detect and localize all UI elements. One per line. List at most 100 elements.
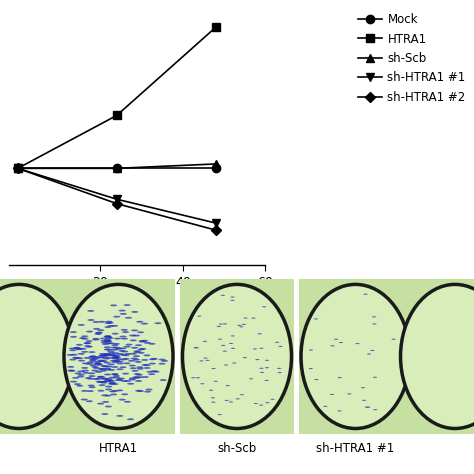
Ellipse shape xyxy=(278,372,282,373)
Ellipse shape xyxy=(78,324,85,326)
Ellipse shape xyxy=(82,338,89,340)
Ellipse shape xyxy=(95,332,102,334)
Ellipse shape xyxy=(69,359,76,361)
Ellipse shape xyxy=(104,339,111,341)
Ellipse shape xyxy=(221,295,225,296)
Ellipse shape xyxy=(309,349,313,351)
Ellipse shape xyxy=(114,337,121,339)
Ellipse shape xyxy=(130,367,137,369)
Ellipse shape xyxy=(232,363,237,364)
Ellipse shape xyxy=(81,390,88,392)
Ellipse shape xyxy=(88,384,95,386)
Ellipse shape xyxy=(94,356,101,358)
Ellipse shape xyxy=(88,356,95,358)
Ellipse shape xyxy=(99,355,106,356)
Ellipse shape xyxy=(95,333,102,335)
Ellipse shape xyxy=(118,378,125,380)
Ellipse shape xyxy=(137,390,144,392)
Ellipse shape xyxy=(103,336,110,337)
Ellipse shape xyxy=(80,348,87,350)
Ellipse shape xyxy=(113,375,120,377)
Ellipse shape xyxy=(99,353,106,355)
Ellipse shape xyxy=(100,340,107,342)
Ellipse shape xyxy=(182,284,292,428)
Ellipse shape xyxy=(69,370,76,372)
Ellipse shape xyxy=(401,284,474,428)
Ellipse shape xyxy=(362,400,366,401)
Ellipse shape xyxy=(337,410,342,411)
Ellipse shape xyxy=(95,362,102,364)
Ellipse shape xyxy=(81,336,88,337)
Ellipse shape xyxy=(103,358,110,360)
Ellipse shape xyxy=(214,381,218,382)
Ellipse shape xyxy=(100,337,107,339)
Ellipse shape xyxy=(105,336,112,337)
Ellipse shape xyxy=(100,370,107,372)
Ellipse shape xyxy=(196,377,200,378)
Ellipse shape xyxy=(264,380,269,381)
Ellipse shape xyxy=(123,358,130,360)
Ellipse shape xyxy=(129,377,136,379)
Ellipse shape xyxy=(104,336,111,337)
Ellipse shape xyxy=(90,365,97,366)
Ellipse shape xyxy=(141,340,148,342)
Ellipse shape xyxy=(70,381,77,383)
Ellipse shape xyxy=(88,373,95,374)
Ellipse shape xyxy=(124,401,131,403)
Ellipse shape xyxy=(146,389,153,391)
Ellipse shape xyxy=(116,348,123,350)
X-axis label: time [h]: time [h] xyxy=(112,292,163,305)
Ellipse shape xyxy=(260,372,264,373)
Ellipse shape xyxy=(373,409,377,410)
Ellipse shape xyxy=(101,413,109,415)
Ellipse shape xyxy=(239,326,244,328)
Ellipse shape xyxy=(226,385,230,386)
Ellipse shape xyxy=(105,340,112,342)
Ellipse shape xyxy=(98,376,105,378)
Ellipse shape xyxy=(112,356,119,358)
Ellipse shape xyxy=(253,348,257,349)
Ellipse shape xyxy=(200,360,204,362)
Ellipse shape xyxy=(81,367,88,369)
Ellipse shape xyxy=(129,365,136,366)
Ellipse shape xyxy=(111,366,118,368)
Ellipse shape xyxy=(275,342,279,343)
Ellipse shape xyxy=(108,383,115,385)
Ellipse shape xyxy=(110,360,117,362)
Ellipse shape xyxy=(84,357,91,359)
Ellipse shape xyxy=(259,348,264,349)
Ellipse shape xyxy=(254,403,258,404)
Ellipse shape xyxy=(76,385,83,387)
Ellipse shape xyxy=(323,406,328,407)
Ellipse shape xyxy=(314,379,319,380)
Ellipse shape xyxy=(97,376,104,378)
Ellipse shape xyxy=(134,373,141,375)
Ellipse shape xyxy=(135,344,142,346)
Ellipse shape xyxy=(119,336,127,337)
Ellipse shape xyxy=(112,352,119,354)
Ellipse shape xyxy=(97,329,104,331)
Ellipse shape xyxy=(105,321,112,323)
Ellipse shape xyxy=(107,337,114,339)
Ellipse shape xyxy=(94,363,101,365)
Ellipse shape xyxy=(135,361,142,363)
Ellipse shape xyxy=(72,377,79,379)
Ellipse shape xyxy=(96,381,103,383)
Ellipse shape xyxy=(87,319,94,321)
Ellipse shape xyxy=(108,380,115,382)
Ellipse shape xyxy=(151,370,158,372)
Ellipse shape xyxy=(142,376,149,378)
Ellipse shape xyxy=(92,378,100,380)
Ellipse shape xyxy=(356,343,360,344)
Ellipse shape xyxy=(240,394,244,395)
Ellipse shape xyxy=(146,371,154,373)
Ellipse shape xyxy=(112,373,119,375)
Ellipse shape xyxy=(139,348,146,350)
Ellipse shape xyxy=(79,337,86,339)
Ellipse shape xyxy=(209,390,213,391)
Ellipse shape xyxy=(229,343,233,344)
Ellipse shape xyxy=(137,376,144,378)
Ellipse shape xyxy=(105,354,112,356)
Ellipse shape xyxy=(237,325,241,326)
Ellipse shape xyxy=(101,342,108,344)
